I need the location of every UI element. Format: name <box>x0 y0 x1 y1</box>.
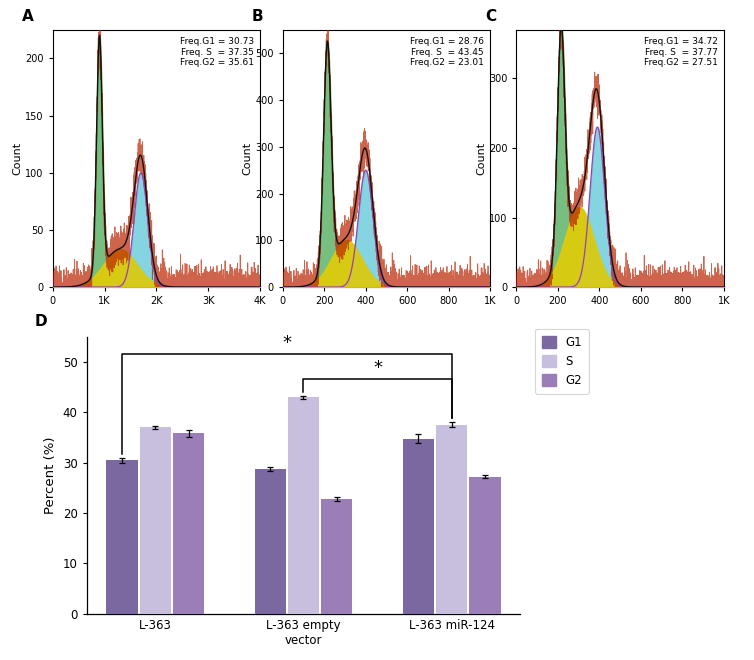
Y-axis label: Count: Count <box>477 142 486 175</box>
Text: D: D <box>35 314 48 329</box>
Bar <box>288 397 319 614</box>
Text: A: A <box>22 9 33 24</box>
Y-axis label: Count: Count <box>243 142 253 175</box>
Text: C: C <box>486 9 497 24</box>
Legend: G1, S, G2: G1, S, G2 <box>535 329 589 394</box>
Bar <box>470 477 501 614</box>
Text: *: * <box>373 359 382 377</box>
Bar <box>255 469 286 614</box>
Text: B: B <box>252 9 263 24</box>
Text: *: * <box>282 334 291 352</box>
Text: Freq.G1 = 30.73
Freq. S  = 37.35
Freq.G2 = 35.61: Freq.G1 = 30.73 Freq. S = 37.35 Freq.G2 … <box>179 38 254 67</box>
Y-axis label: Percent (%): Percent (%) <box>44 436 57 514</box>
Y-axis label: Count: Count <box>13 142 23 175</box>
Bar <box>173 434 204 614</box>
Bar <box>139 427 171 614</box>
Bar <box>403 439 434 614</box>
Bar <box>106 460 137 614</box>
Bar <box>321 499 352 614</box>
Text: Freq.G1 = 34.72
Freq. S  = 37.77
Freq.G2 = 27.51: Freq.G1 = 34.72 Freq. S = 37.77 Freq.G2 … <box>644 38 718 67</box>
Bar <box>436 425 467 614</box>
Text: Freq.G1 = 28.76
Freq. S  = 43.45
Freq.G2 = 23.01: Freq.G1 = 28.76 Freq. S = 43.45 Freq.G2 … <box>410 38 484 67</box>
